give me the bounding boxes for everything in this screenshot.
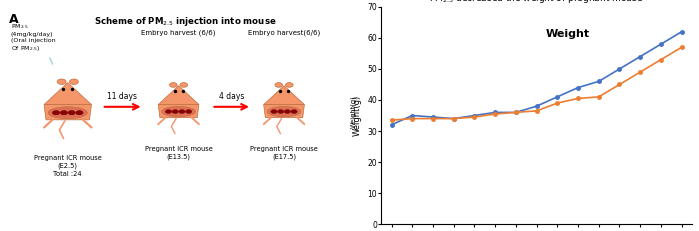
Circle shape <box>166 110 172 113</box>
Text: Embryo harvest (6/6): Embryo harvest (6/6) <box>141 30 216 36</box>
Text: Embryo harvest(6/6): Embryo harvest(6/6) <box>248 30 320 36</box>
Ellipse shape <box>161 106 195 117</box>
Text: Weight: Weight <box>546 29 590 39</box>
Circle shape <box>275 83 282 87</box>
Normal <box>491 111 499 114</box>
Circle shape <box>271 110 277 113</box>
Ellipse shape <box>48 107 87 119</box>
Circle shape <box>57 79 66 85</box>
Circle shape <box>179 110 185 113</box>
PM <box>428 117 437 120</box>
Text: 4 days: 4 days <box>219 92 244 101</box>
Line: Normal: Normal <box>390 30 684 127</box>
Normal <box>387 123 396 126</box>
Polygon shape <box>158 105 199 118</box>
PM <box>615 83 624 86</box>
Circle shape <box>68 110 75 115</box>
Circle shape <box>76 110 83 115</box>
PM <box>636 71 644 73</box>
PM <box>574 97 582 100</box>
Text: A: A <box>9 13 18 26</box>
Normal <box>449 117 458 120</box>
PM <box>449 117 458 120</box>
PM <box>533 109 541 112</box>
Circle shape <box>278 110 284 113</box>
Circle shape <box>69 79 78 85</box>
Normal <box>408 114 417 117</box>
Normal <box>533 105 541 108</box>
Text: Pregnant ICR mouse
(E13.5): Pregnant ICR mouse (E13.5) <box>145 146 212 160</box>
Normal <box>636 55 644 58</box>
PM <box>470 116 479 119</box>
Circle shape <box>291 110 297 113</box>
Polygon shape <box>44 82 92 105</box>
Circle shape <box>185 110 192 113</box>
Title: PM$_{2.5}$ decreased the weight of pregnant mouse: PM$_{2.5}$ decreased the weight of pregn… <box>429 0 644 5</box>
Y-axis label: Weight(g): Weight(g) <box>353 95 361 136</box>
Text: Weight(g): Weight(g) <box>350 95 357 128</box>
Normal <box>574 86 582 89</box>
Polygon shape <box>264 86 304 105</box>
PM <box>512 111 520 114</box>
Text: Scheme of PM$_{2.5}$ injection into mouse: Scheme of PM$_{2.5}$ injection into mous… <box>94 15 277 27</box>
PM <box>491 112 499 115</box>
Normal <box>615 68 624 70</box>
Polygon shape <box>44 105 92 120</box>
Normal <box>595 80 603 83</box>
PM <box>657 58 665 61</box>
Circle shape <box>180 83 187 87</box>
Circle shape <box>52 110 59 115</box>
Text: PM$_{2.5}$
(4mg/kg/day)
(Oral injection
Of PM$_{2.5}$): PM$_{2.5}$ (4mg/kg/day) (Oral injection … <box>10 22 55 64</box>
Text: Pregnant ICR mouse
(E2.5)
Total :24: Pregnant ICR mouse (E2.5) Total :24 <box>34 155 101 177</box>
Text: 11 days: 11 days <box>108 92 138 101</box>
Circle shape <box>284 110 291 113</box>
PM <box>387 119 396 122</box>
Polygon shape <box>264 105 304 118</box>
Normal <box>512 111 520 114</box>
PM <box>553 102 561 104</box>
Circle shape <box>172 110 178 113</box>
Normal <box>677 30 686 33</box>
Text: Pregnant ICR mouse
(E17.5): Pregnant ICR mouse (E17.5) <box>250 146 318 160</box>
Normal <box>657 43 665 46</box>
PM <box>408 117 417 120</box>
Line: PM: PM <box>390 46 684 122</box>
Circle shape <box>285 83 293 87</box>
Ellipse shape <box>267 106 301 117</box>
Normal <box>470 114 479 117</box>
Normal <box>428 116 437 119</box>
Circle shape <box>169 83 177 87</box>
Normal <box>553 95 561 98</box>
PM <box>595 95 603 98</box>
PM <box>677 46 686 49</box>
Circle shape <box>60 110 68 115</box>
Polygon shape <box>158 86 199 105</box>
